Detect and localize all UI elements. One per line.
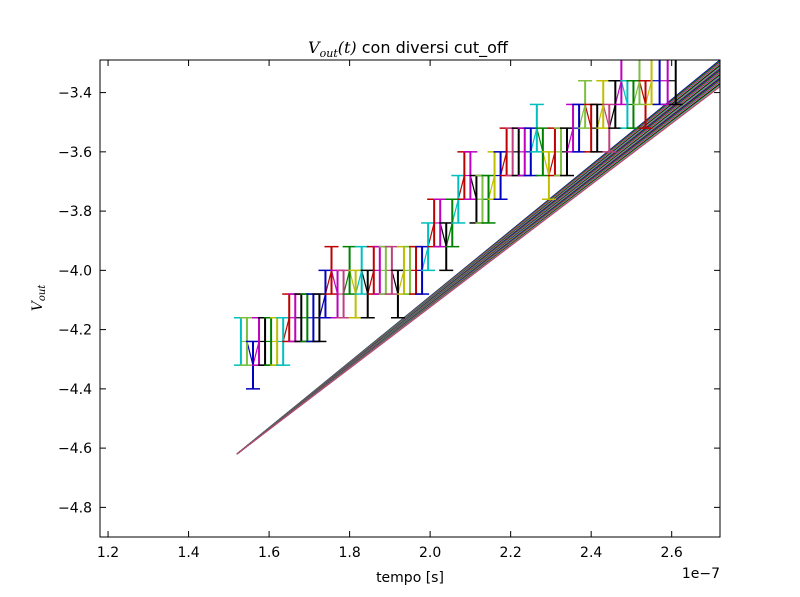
- y-axis-ticks: −4.8 −4.6 −4.4 −4.2 −4.0 −3.8 −3.6 −3.4: [58, 86, 720, 516]
- error-series-segment: [361, 270, 369, 295]
- error-series-segment: [397, 270, 405, 295]
- x-tick-label: 1.8: [338, 545, 360, 561]
- error-series-segment: [578, 104, 586, 129]
- error-series-segment: [566, 127, 574, 152]
- y-tick-label: −4.2: [58, 323, 92, 339]
- error-series-segment: [542, 151, 550, 176]
- x-axis-ticks: 1.2 1.4 1.6 1.8 2.0 2.2 2.4 2.6: [97, 60, 683, 561]
- error-series-segment: [427, 222, 435, 247]
- error-series-segment: [548, 151, 556, 176]
- chart-title: Vout(t) con diversi cut_off: [308, 38, 509, 60]
- error-bars-group: [233, 60, 683, 390]
- error-series-segment: [596, 104, 604, 129]
- error-series-segment: [318, 293, 327, 318]
- error-series-segment: [536, 127, 544, 152]
- error-series-segment: [246, 341, 254, 366]
- error-bar: [668, 60, 683, 106]
- y-tick-label: −3.4: [58, 86, 92, 102]
- error-series-segment: [487, 175, 496, 200]
- plot-area: [233, 60, 720, 455]
- y-tick-label: −3.6: [58, 145, 92, 161]
- fit-lines-group: [236, 60, 720, 455]
- error-series-segment: [644, 80, 653, 105]
- y-tick-label: −4.6: [58, 441, 92, 457]
- x-tick-label: 2.2: [500, 545, 522, 561]
- error-series-segment: [608, 104, 616, 129]
- y-tick-label: −4.4: [58, 382, 92, 398]
- error-series-segment: [252, 341, 260, 366]
- x-axis-offset-label: 1e−7: [682, 566, 720, 582]
- error-series-segment: [638, 80, 647, 105]
- x-tick-label: 2.0: [419, 545, 441, 561]
- x-tick-label: 1.2: [97, 545, 119, 561]
- error-series-segment: [530, 127, 538, 152]
- fit-line: [236, 86, 720, 455]
- y-axis-label: Vout: [30, 284, 48, 312]
- error-series-segment: [469, 175, 478, 200]
- error-series-segment: [330, 270, 339, 295]
- error-series-segment: [282, 317, 290, 342]
- error-series-segment: [421, 246, 429, 271]
- error-series-segment: [620, 80, 628, 105]
- error-series-segment: [632, 80, 641, 105]
- y-tick-label: −4.8: [58, 500, 92, 516]
- error-series-segment: [500, 151, 508, 176]
- x-tick-label: 2.4: [580, 545, 602, 561]
- error-series-segment: [457, 175, 465, 200]
- y-tick-label: −4.0: [58, 263, 92, 279]
- y-tick-label: −3.8: [58, 204, 92, 220]
- x-tick-label: 1.4: [177, 545, 199, 561]
- error-series-segment: [451, 199, 459, 224]
- error-series-segment: [367, 270, 375, 295]
- error-series-segment: [324, 270, 333, 295]
- x-tick-label: 2.6: [661, 545, 683, 561]
- error-series-segment: [614, 80, 622, 105]
- error-series-segment: [355, 270, 363, 295]
- error-series-segment: [391, 270, 399, 295]
- x-axis-label: tempo [s]: [376, 570, 444, 586]
- error-series-segment: [439, 222, 447, 247]
- error-series-segment: [445, 222, 453, 247]
- error-series-segment: [342, 270, 351, 295]
- error-series-segment: [584, 104, 592, 129]
- error-series-segment: [602, 104, 610, 129]
- x-tick-label: 1.6: [258, 545, 280, 561]
- plot-frame: [99, 59, 721, 538]
- error-series-segment: [349, 270, 357, 295]
